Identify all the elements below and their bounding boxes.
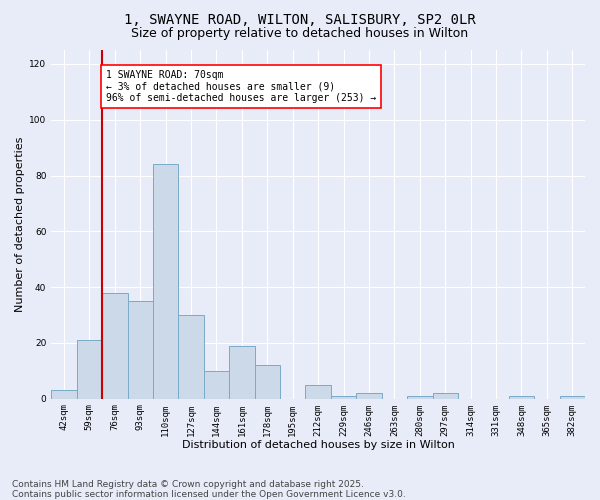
Bar <box>356 393 382 398</box>
Text: 1 SWAYNE ROAD: 70sqm
← 3% of detached houses are smaller (9)
96% of semi-detache: 1 SWAYNE ROAD: 70sqm ← 3% of detached ho… <box>106 70 376 102</box>
Text: Size of property relative to detached houses in Wilton: Size of property relative to detached ho… <box>131 28 469 40</box>
Bar <box>229 346 254 399</box>
Bar <box>560 396 585 398</box>
Bar <box>77 340 102 398</box>
Bar <box>254 365 280 398</box>
Bar <box>407 396 433 398</box>
Bar <box>204 371 229 398</box>
Bar <box>153 164 178 398</box>
Bar <box>433 393 458 398</box>
Text: Contains HM Land Registry data © Crown copyright and database right 2025.
Contai: Contains HM Land Registry data © Crown c… <box>12 480 406 499</box>
Bar <box>178 315 204 398</box>
Bar <box>331 396 356 398</box>
Text: 1, SWAYNE ROAD, WILTON, SALISBURY, SP2 0LR: 1, SWAYNE ROAD, WILTON, SALISBURY, SP2 0… <box>124 12 476 26</box>
Bar <box>51 390 77 398</box>
Bar <box>102 292 128 399</box>
X-axis label: Distribution of detached houses by size in Wilton: Distribution of detached houses by size … <box>182 440 455 450</box>
Bar <box>305 385 331 398</box>
Y-axis label: Number of detached properties: Number of detached properties <box>15 136 25 312</box>
Bar <box>509 396 534 398</box>
Bar <box>128 301 153 398</box>
